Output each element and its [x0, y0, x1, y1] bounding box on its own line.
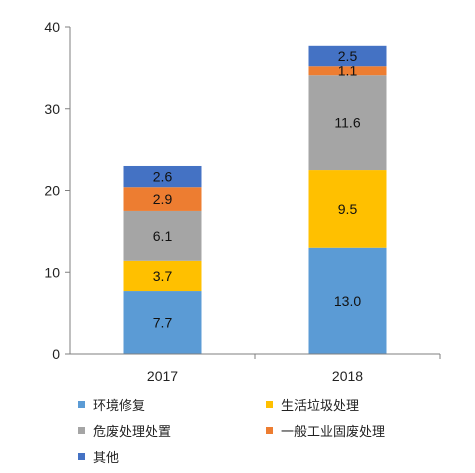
data-label: 11.6 [334, 115, 360, 131]
legend-swatch [266, 427, 273, 434]
data-label: 2.9 [153, 191, 173, 207]
legend-item: 一般工业固废处理 [266, 421, 385, 440]
data-label: 13.0 [334, 293, 361, 309]
y-tick-label: 10 [44, 264, 60, 280]
y-tick-label: 30 [44, 101, 60, 117]
bars: 7.7 3.7 6.1 2.9 2.6 13.0 9.5 11.6 1.12.5 [123, 45, 387, 354]
legend-swatch [78, 453, 85, 460]
legend-swatch [78, 427, 85, 434]
y-axis: 0 10 20 30 40 [44, 19, 71, 362]
data-label: 6.1 [153, 228, 173, 244]
bar-segment [308, 170, 387, 248]
bar-segment [123, 187, 202, 211]
x-tick-label: 2018 [332, 368, 363, 384]
data-label: 3.7 [153, 268, 173, 284]
legend-swatch [78, 401, 85, 408]
y-tick-label: 40 [44, 19, 60, 35]
data-label: 2.5 [338, 48, 358, 64]
data-label: 1.1 [338, 63, 358, 79]
legend-label: 一般工业固废处理 [281, 425, 386, 440]
bar-segment [123, 291, 202, 354]
bar-segment [123, 210, 202, 261]
bar-segment [123, 165, 202, 188]
legend-label: 其他 [93, 451, 120, 466]
bar-segment [123, 260, 202, 292]
data-label: 7.7 [153, 315, 173, 331]
legend-item: 其他 [78, 447, 119, 466]
y-tick-label: 20 [44, 183, 60, 199]
bar-segment [308, 247, 387, 354]
data-label: 2.6 [153, 169, 173, 185]
legend-label: 生活垃圾处理 [281, 399, 360, 414]
legend-item: 危废处理处置 [78, 421, 171, 440]
bar-segment [308, 45, 387, 67]
legend-item: 生活垃圾处理 [266, 395, 359, 414]
legend-label: 危废处理处置 [93, 425, 172, 440]
legend-swatch [266, 401, 273, 408]
x-axis: 2017 2018 [70, 353, 441, 384]
x-tick-label: 2017 [147, 368, 178, 384]
legend-label: 环境修复 [93, 399, 146, 414]
data-label: 9.5 [338, 201, 358, 217]
bar-segment [308, 66, 387, 76]
bar-segment [308, 75, 387, 171]
legend-item: 环境修复 [78, 395, 145, 414]
y-tick-label: 0 [52, 346, 60, 362]
